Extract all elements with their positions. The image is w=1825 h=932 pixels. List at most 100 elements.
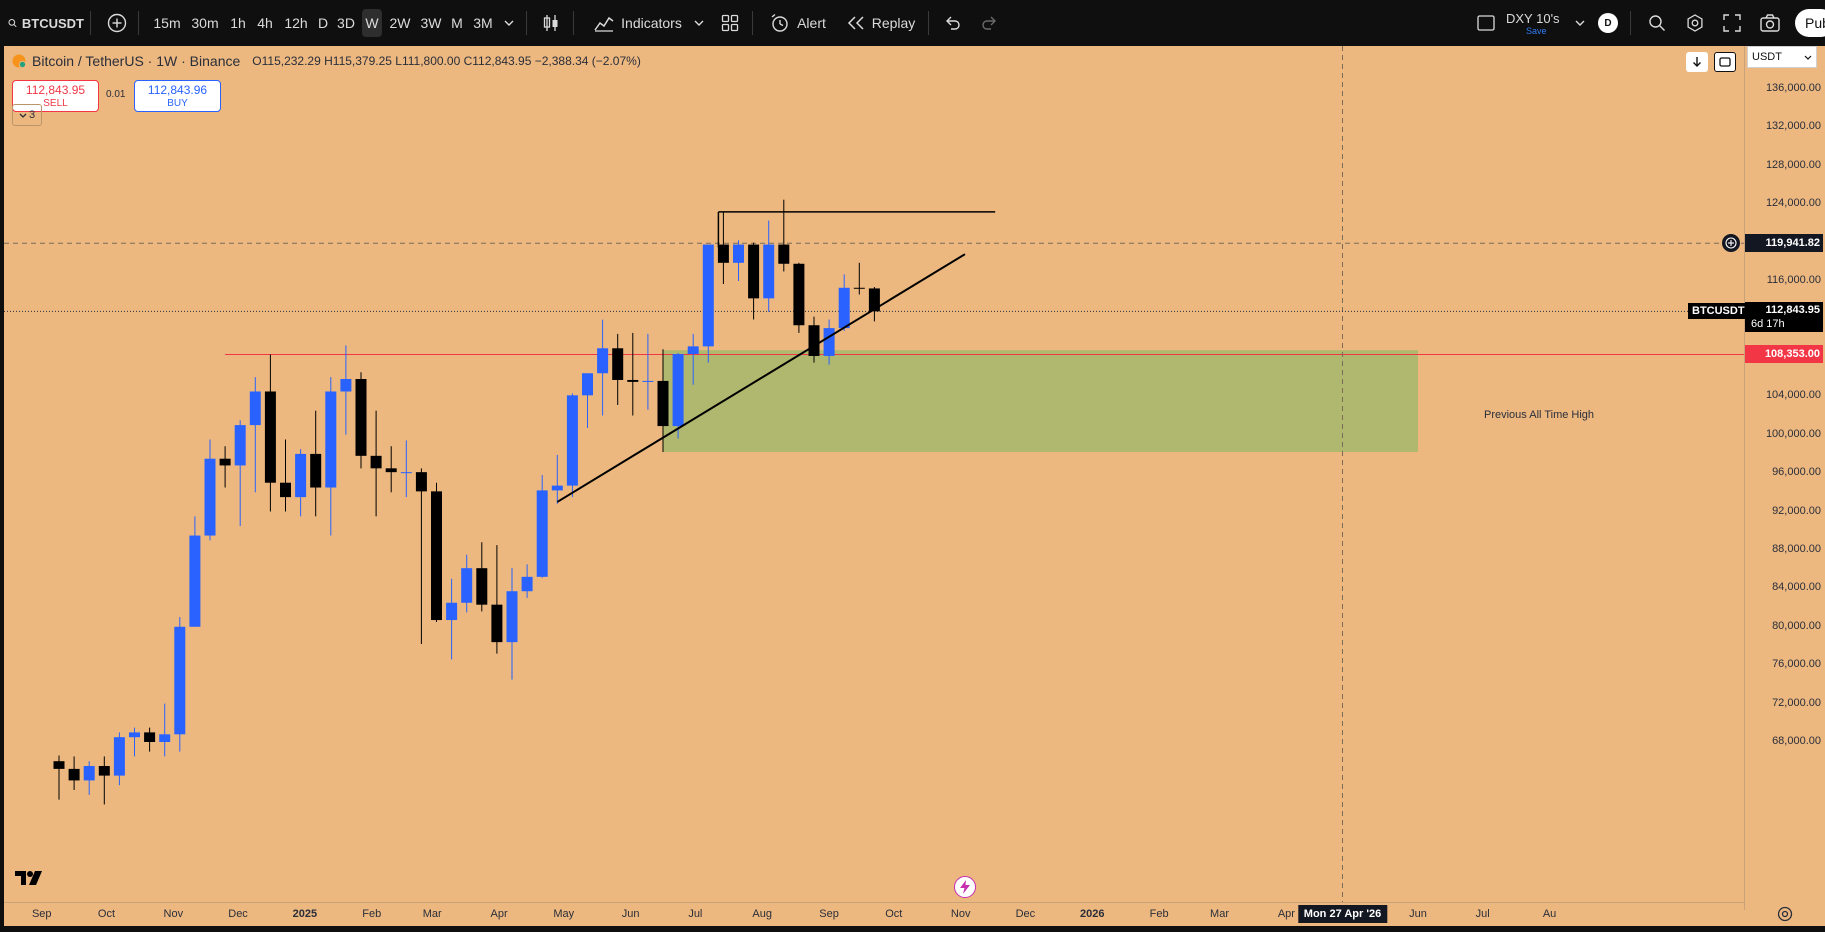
rewind-icon <box>847 16 864 30</box>
alert-label: Alert <box>797 15 826 31</box>
top-toolbar: BTCUSDT 15m 30m 1h 4h 12h D 3D W 2W 3W M… <box>0 0 1825 46</box>
alert-button[interactable]: Alert <box>764 0 832 46</box>
candle-body <box>400 472 412 474</box>
buy-button[interactable]: 112,843.96 BUY <box>134 80 221 112</box>
candle-body <box>778 244 790 264</box>
alarm-clock-plus-icon <box>771 13 788 32</box>
currency-selector[interactable]: USDT <box>1747 46 1817 68</box>
candle-body <box>53 761 65 769</box>
time-tick-label: May <box>553 908 575 920</box>
candle-body <box>476 568 488 605</box>
redo-button[interactable] <box>978 0 1002 46</box>
snapshot-button[interactable] <box>1757 0 1783 46</box>
redo-icon <box>982 16 996 30</box>
window-icon <box>1477 15 1495 31</box>
chart-type-button[interactable] <box>538 0 564 46</box>
candle-body <box>536 490 548 577</box>
publish-button[interactable]: Pub <box>1795 9 1825 37</box>
interval-30m[interactable]: 30m <box>191 15 219 31</box>
interval-w-active[interactable]: W <box>362 9 382 37</box>
price-tick-label: 104,000.00 <box>1765 389 1821 402</box>
ath-price-label: 108,353.00 <box>1745 345 1823 364</box>
maximize-pane-button[interactable] <box>1714 52 1736 72</box>
candle-body <box>189 535 201 627</box>
candle-body <box>249 391 261 426</box>
interval-3w[interactable]: 3W <box>420 15 442 31</box>
interval-3d[interactable]: 3D <box>337 15 355 31</box>
gear-icon <box>1777 906 1792 922</box>
interval-dropdown[interactable] <box>500 0 518 46</box>
demand-zone-rect <box>663 350 1418 452</box>
fullscreen-button[interactable] <box>1719 0 1745 46</box>
chart-pane[interactable]: Bitcoin / TetherUS · 1W · Binance O115,2… <box>4 46 1825 926</box>
time-axis[interactable]: Sep Oct Nov Dec 2025 Feb Mar Apr May Jun Jul Aug Sep… <box>4 902 1744 927</box>
interval-d[interactable]: D <box>317 15 329 31</box>
indicators-button[interactable]: Indicators <box>586 0 690 46</box>
time-tick-label: Feb <box>362 908 382 920</box>
window-icon <box>1719 57 1731 67</box>
replay-button[interactable]: Replay <box>845 0 917 46</box>
candle-body <box>98 766 110 776</box>
interval-12h[interactable]: 12h <box>284 15 308 31</box>
candle-body <box>204 458 216 536</box>
window-bottom-edge <box>0 926 1825 932</box>
replay-label: Replay <box>871 15 916 31</box>
time-tick-label: Dec <box>1015 908 1036 920</box>
add-alert-button[interactable] <box>1722 234 1740 253</box>
candle-body <box>431 491 442 621</box>
time-tick-label: Sep <box>31 908 52 920</box>
tradingview-logo-icon <box>15 871 42 885</box>
interval-4h[interactable]: 4h <box>257 15 273 31</box>
sell-button[interactable]: 112,843.95 SELL <box>12 80 99 112</box>
undo-button[interactable] <box>940 0 964 46</box>
time-tick-label: 2026 <box>1080 908 1105 920</box>
interval-2w[interactable]: 2W <box>389 15 411 31</box>
time-tick-label: Nov <box>950 908 971 920</box>
candle-body <box>582 373 593 396</box>
indicators-dropdown[interactable] <box>690 0 708 46</box>
interval-15m[interactable]: 15m <box>153 15 181 31</box>
ath-line-label: Previous All Time High <box>1484 409 1595 421</box>
chart-plot[interactable] <box>4 46 1744 902</box>
candle-body <box>113 737 125 776</box>
quick-search-button[interactable] <box>1644 0 1670 46</box>
time-tick-label: Feb <box>1149 908 1169 920</box>
settings-button[interactable] <box>1682 0 1708 46</box>
collapsed-count: 3 <box>28 109 36 121</box>
time-tick-label: Au <box>1542 908 1557 920</box>
candle-body <box>672 354 684 427</box>
scroll-to-end-button[interactable] <box>1686 52 1708 72</box>
chevron-down-icon <box>1575 20 1585 26</box>
candle-body <box>144 732 156 742</box>
plus-circle-icon <box>1725 237 1737 249</box>
price-tick-label: 128,000.00 <box>1765 158 1821 171</box>
templates-button[interactable] <box>717 0 743 46</box>
buy-price: 112,843.96 <box>147 83 208 97</box>
user-badge[interactable]: D <box>1596 0 1620 46</box>
symbol-price-tag: BTCUSDT <box>1688 303 1749 320</box>
compare-symbol-button[interactable] <box>104 0 130 46</box>
time-tick-label: Dec <box>228 908 248 920</box>
axis-settings-button[interactable] <box>1744 902 1825 926</box>
candle-body <box>868 288 880 312</box>
candle-body <box>461 568 473 603</box>
search-icon <box>8 18 17 28</box>
interval-3m[interactable]: 3M <box>473 15 493 31</box>
time-tick-label: Oct <box>97 908 116 920</box>
price-tick-label: 92,000.00 <box>1772 504 1821 517</box>
interval-1h[interactable]: 1h <box>230 15 246 31</box>
price-axis[interactable]: USDT 68,000.00 72,000.00 76,000.00 80,000.0… <box>1744 46 1825 910</box>
indicator-collapse-button[interactable]: 3 <box>12 104 42 126</box>
candle-body <box>129 732 140 738</box>
price-tick-label: 116,000.00 <box>1766 274 1821 287</box>
interval-m[interactable]: M <box>451 15 463 31</box>
layout-select-button[interactable] <box>1474 0 1498 46</box>
lightning-icon <box>960 880 970 894</box>
symbol-search-button[interactable]: BTCUSDT <box>8 0 84 46</box>
lightning-button[interactable] <box>954 876 976 898</box>
price-tick-label: 88,000.00 <box>1772 542 1821 555</box>
layout-dropdown[interactable] <box>1572 0 1588 46</box>
candle-body <box>83 766 95 781</box>
currency-label: USDT <box>1752 51 1782 63</box>
layout-name[interactable]: DXY 10's Save <box>1506 0 1566 46</box>
